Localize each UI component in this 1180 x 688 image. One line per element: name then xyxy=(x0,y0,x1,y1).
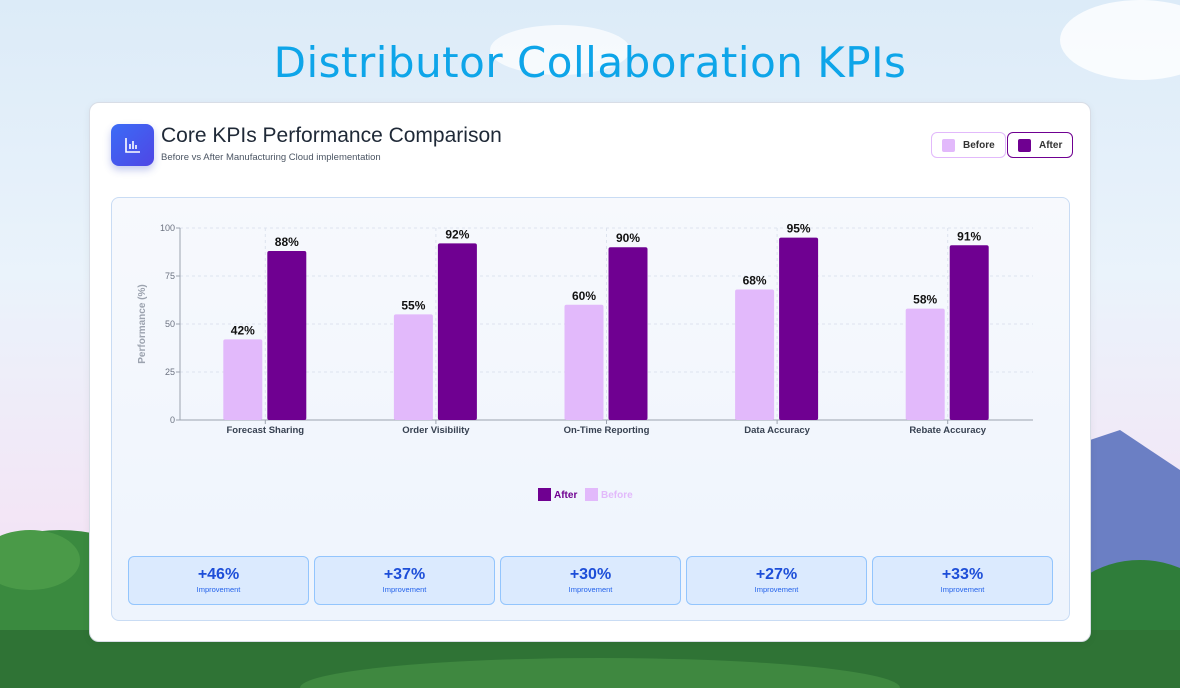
improvement-value: +30% xyxy=(569,566,612,583)
legend-label-before: Before xyxy=(601,490,633,501)
improvement-label: Improvement xyxy=(196,585,241,594)
improvement-value: +37% xyxy=(383,566,426,583)
card-subtitle: Before vs After Manufacturing Cloud impl… xyxy=(161,152,381,163)
improvement-label: Improvement xyxy=(382,585,427,594)
x-tick-label: Rebate Accuracy xyxy=(909,425,986,436)
y-tick-label: 0 xyxy=(170,415,175,425)
bar-before xyxy=(564,304,604,420)
improvement-label: Improvement xyxy=(754,585,799,594)
y-tick-label: 75 xyxy=(165,271,175,281)
bar-before xyxy=(905,308,945,420)
improvement-card: +27% Improvement xyxy=(686,556,867,605)
bar-before xyxy=(223,339,263,420)
y-axis-label: Performance (%) xyxy=(137,284,148,363)
legend-toggle-after[interactable]: After xyxy=(1007,132,1074,158)
data-label: 68% xyxy=(743,273,767,287)
bar-before xyxy=(735,289,775,420)
improvement-label: Improvement xyxy=(568,585,613,594)
data-label: 42% xyxy=(231,323,255,337)
bar-chart-icon xyxy=(111,124,154,166)
after-swatch xyxy=(1018,138,1031,152)
legend-toggle-before[interactable]: Before xyxy=(931,132,1006,158)
improvement-card: +46% Improvement xyxy=(128,556,309,605)
legend-before-label: Before xyxy=(963,139,995,151)
legend-swatch-after xyxy=(538,488,551,501)
improvement-card: +30% Improvement xyxy=(500,556,681,605)
bar-after xyxy=(437,243,477,420)
bar-before xyxy=(393,314,433,420)
x-tick-label: Data Accuracy xyxy=(744,425,810,436)
x-tick-label: Forecast Sharing xyxy=(226,425,304,436)
y-tick-label: 25 xyxy=(165,367,175,377)
before-swatch xyxy=(942,138,955,152)
data-label: 91% xyxy=(957,229,981,243)
data-label: 55% xyxy=(401,298,425,312)
kpi-card: Core KPIs Performance Comparison Before … xyxy=(89,102,1091,642)
page-title: Distributor Collaboration KPIs xyxy=(273,38,907,87)
bar-after xyxy=(779,237,819,420)
improvement-card: +37% Improvement xyxy=(314,556,495,605)
chart-panel: 0 25 50 75 100 Performance (%) Forecast Sharin… xyxy=(111,197,1070,621)
data-label: 88% xyxy=(275,235,299,249)
x-tick-label: On-Time Reporting xyxy=(564,425,650,436)
data-label: 95% xyxy=(787,222,811,236)
legend-after-label: After xyxy=(1039,139,1063,151)
improvement-label: Improvement xyxy=(940,585,985,594)
data-label: 92% xyxy=(445,227,469,241)
bar-after xyxy=(267,251,307,420)
legend-swatch-before xyxy=(585,488,598,501)
data-label: 58% xyxy=(913,293,937,307)
improvement-card: +33% Improvement xyxy=(872,556,1053,605)
bar-after xyxy=(949,245,989,420)
y-tick-label: 50 xyxy=(165,319,175,329)
bar-chart: 0 25 50 75 100 Performance (%) Forecast Sharin… xyxy=(137,222,1033,501)
bar-after xyxy=(608,247,648,420)
y-tick-label: 100 xyxy=(160,223,175,233)
improvement-value: +46% xyxy=(197,566,240,583)
legend-label-after: After xyxy=(554,490,577,501)
improvement-value: +27% xyxy=(755,566,798,583)
data-label: 90% xyxy=(616,231,640,245)
data-label: 60% xyxy=(572,289,596,303)
improvement-value: +33% xyxy=(941,566,984,583)
x-tick-label: Order Visibility xyxy=(402,425,470,436)
card-title: Core KPIs Performance Comparison xyxy=(161,124,502,147)
